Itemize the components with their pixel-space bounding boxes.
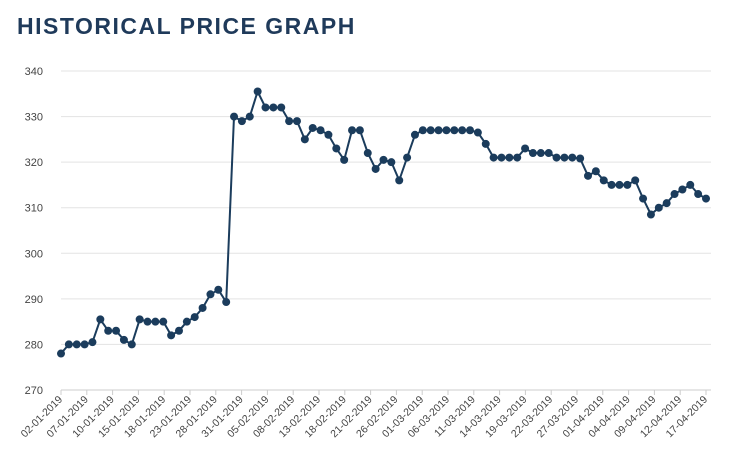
data-point[interactable] [466,126,475,135]
data-point[interactable] [363,149,372,158]
data-point[interactable] [277,103,286,112]
data-point[interactable] [599,176,608,185]
data-point[interactable] [182,317,191,326]
data-point[interactable] [686,180,695,189]
data-point[interactable] [521,144,530,153]
y-tick-label: 290 [25,294,43,306]
data-point[interactable] [694,190,703,199]
y-axis-ticks: 270 280 290 300 310 320 330 340 [25,66,43,397]
data-point[interactable] [222,298,231,307]
data-point[interactable] [151,317,160,326]
y-tick-label: 330 [25,112,43,124]
y-tick-label: 270 [25,385,43,397]
data-point[interactable] [96,315,105,324]
data-point[interactable] [702,194,710,203]
chart-title: HISTORICAL PRICE GRAPH [17,13,356,39]
data-point[interactable] [340,155,349,164]
data-point[interactable] [615,180,624,189]
data-point[interactable] [410,130,419,139]
data-point[interactable] [174,326,183,335]
grid-layer [61,70,711,391]
data-point[interactable] [544,149,553,158]
data-point[interactable] [654,203,663,212]
data-point[interactable] [324,130,333,139]
data-point[interactable] [403,153,412,162]
y-tick-label: 300 [25,248,43,260]
data-point[interactable] [387,158,396,167]
data-point[interactable] [269,103,278,112]
data-point[interactable] [104,326,113,335]
data-point[interactable] [639,194,648,203]
series-line [60,88,707,355]
data-point[interactable] [64,340,73,349]
data-point[interactable] [497,153,506,162]
data-point[interactable] [591,167,600,176]
y-tick-label: 310 [25,203,43,215]
y-tick-label: 320 [25,157,43,169]
data-point[interactable] [576,154,585,163]
data-point[interactable] [112,326,121,335]
data-point[interactable] [489,153,498,162]
data-point[interactable] [348,126,357,135]
data-point[interactable] [631,176,640,185]
data-point[interactable] [552,153,561,162]
data-point[interactable] [418,126,427,135]
data-point[interactable] [245,112,254,121]
data-point[interactable] [395,176,404,185]
data-point[interactable] [135,315,144,324]
data-point[interactable] [584,171,593,180]
data-point[interactable] [300,135,309,144]
data-point[interactable] [505,153,514,162]
data-point[interactable] [379,155,388,164]
data-point[interactable] [670,190,679,199]
data-point[interactable] [214,285,223,294]
data-point[interactable] [230,112,239,121]
data-point[interactable] [198,303,207,312]
data-point[interactable] [253,87,262,96]
data-point[interactable] [159,317,168,326]
data-point[interactable] [190,313,199,322]
data-point[interactable] [72,340,81,349]
data-point[interactable] [355,126,364,135]
data-point[interactable] [80,340,89,349]
data-point[interactable] [481,139,490,148]
data-point[interactable] [607,180,616,189]
data-point[interactable] [261,103,270,112]
data-point[interactable] [426,126,435,135]
y-tick-label: 340 [25,66,43,78]
data-point[interactable] [127,340,136,349]
data-point[interactable] [458,126,467,135]
data-point[interactable] [536,149,545,158]
x-axis-ticks: 02-01-201907-01-201910-01-201915-01-2019… [19,390,710,440]
data-point[interactable] [513,153,522,162]
data-point[interactable] [167,331,176,340]
data-point[interactable] [623,180,632,189]
data-point[interactable] [308,123,317,132]
data-point[interactable] [88,338,97,347]
data-point[interactable] [332,144,341,153]
series-line-layer [60,88,707,355]
data-point[interactable] [434,126,443,135]
data-point[interactable] [206,290,215,299]
data-point[interactable] [560,153,569,162]
data-point[interactable] [57,349,65,358]
data-point[interactable] [371,164,380,173]
data-point[interactable] [237,117,246,126]
data-point[interactable] [119,335,128,344]
data-point[interactable] [646,210,655,219]
data-point[interactable] [143,317,152,326]
data-point[interactable] [442,126,451,135]
data-point[interactable] [678,185,687,194]
data-point[interactable] [450,126,459,135]
data-point[interactable] [285,117,294,126]
y-tick-label: 280 [25,339,43,351]
data-point[interactable] [473,128,482,137]
series-points-layer [57,87,710,358]
data-point[interactable] [662,199,671,208]
data-point[interactable] [528,149,537,158]
data-point[interactable] [568,153,577,162]
data-point[interactable] [316,126,325,135]
data-point[interactable] [292,117,301,126]
